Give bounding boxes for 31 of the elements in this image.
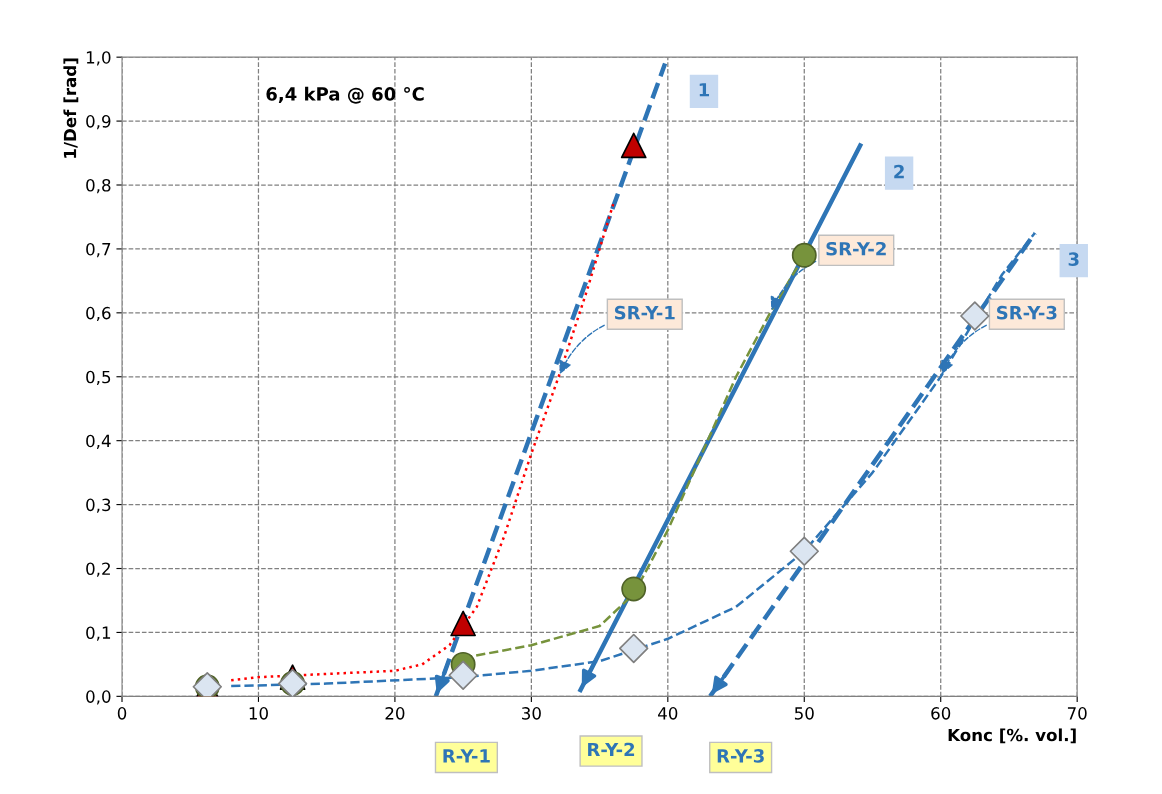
text: 6,4 kPa @ 60 °C <box>266 86 424 104</box>
y-tick-label: 0,6 <box>86 306 111 322</box>
y-tick-label: 0,3 <box>86 498 111 513</box>
x-tick-label: 40 <box>658 707 678 720</box>
annotation: SR-Y-3 <box>997 305 1057 320</box>
x-tick-label: 30 <box>522 707 541 720</box>
x-tick-label: 0 <box>117 707 127 720</box>
x-tick-label: 10 <box>249 707 268 720</box>
annotation: R-Y-1 <box>443 749 490 763</box>
x-tick-label: 50 <box>794 707 814 720</box>
annotation: SR-Y-2 <box>826 241 886 256</box>
text: 2 <box>894 164 904 179</box>
y-tick-label: 0,8 <box>86 178 111 194</box>
y-tick-label: 0,9 <box>86 115 111 130</box>
y-axis-title: 1/Def [rad] <box>63 58 79 158</box>
annotation: SR-Y-1 <box>614 305 675 320</box>
annotation: R-Y-3 <box>717 749 764 763</box>
x-tick-label: 70 <box>1067 707 1087 720</box>
y-tick-label: 0,5 <box>86 370 111 386</box>
y-tick-label: 0,7 <box>86 242 111 258</box>
x-tick-label: 60 <box>931 707 951 720</box>
text: 3 <box>1068 252 1079 266</box>
y-tick-label: 0,4 <box>86 434 111 449</box>
y-tick-label: 0,2 <box>86 562 110 577</box>
y-tick-label: 0,0 <box>86 690 111 705</box>
y-tick-label: 0,1 <box>86 626 111 641</box>
annotation: R-Y-2 <box>588 742 635 757</box>
text: 1 <box>699 83 710 97</box>
x-axis-title: Konc [%. vol.] <box>948 728 1076 744</box>
x-tick-label: 20 <box>385 707 405 720</box>
y-tick-label: 1,0 <box>86 51 111 66</box>
